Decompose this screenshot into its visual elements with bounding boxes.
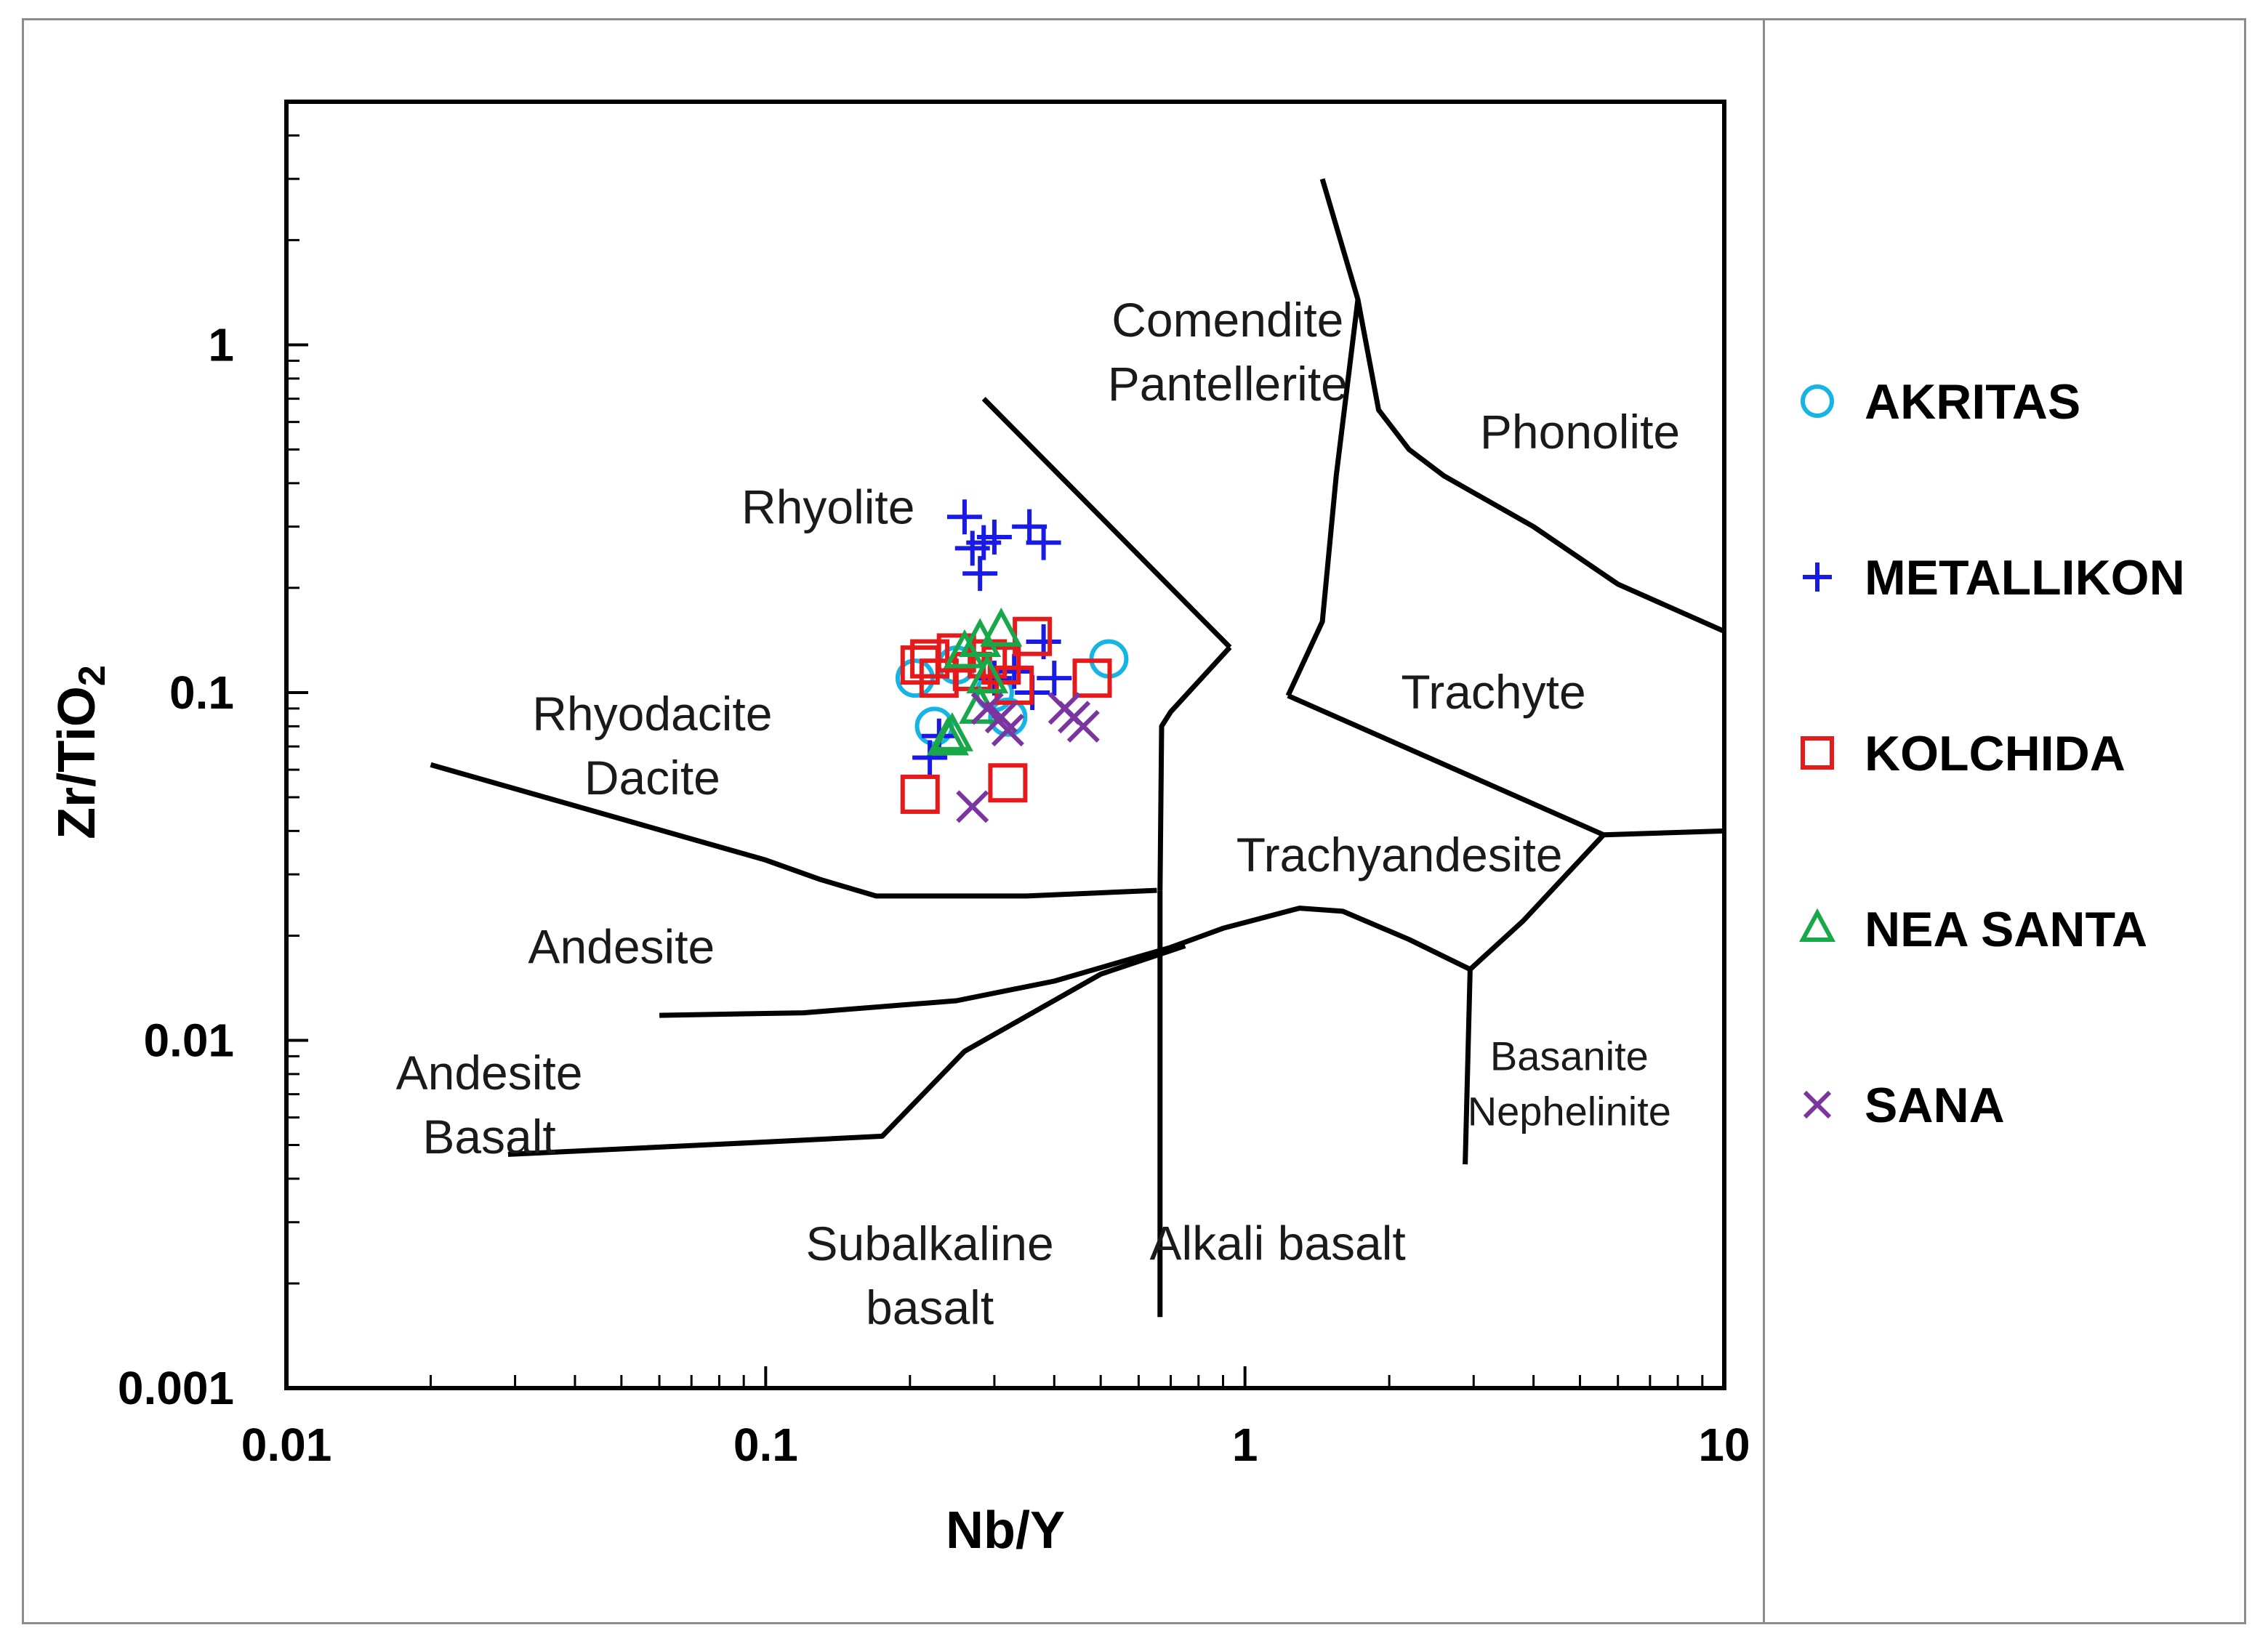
x-tick-label: 0.1 xyxy=(733,1419,798,1471)
field-label-basanite: Nephelinite xyxy=(1468,1089,1671,1134)
x-tick-label: 0.01 xyxy=(241,1419,332,1471)
y-tick-label: 0.01 xyxy=(143,1014,234,1066)
field-label-phonolite: Phonolite xyxy=(1480,405,1680,459)
plot-area-border xyxy=(284,100,1726,1390)
legend-label-kolchida: KOLCHIDA xyxy=(1865,726,2126,781)
legend-divider xyxy=(1763,18,1765,1624)
field-label-rhyodacite: Dacite xyxy=(584,751,720,805)
field-label-andesite-basalt: Andesite xyxy=(396,1046,583,1100)
y-axis-title: Zr/TiO2 xyxy=(48,665,113,839)
field-label-comendite: Pantellerite xyxy=(1108,357,1348,411)
point-akritas xyxy=(988,697,1028,737)
boundary-b-dacite-trachy xyxy=(1157,645,1232,891)
point-kolchida xyxy=(1072,658,1112,698)
legend: AKRITAS METALLIKON KOLCHIDA NEA SANTA SANA xyxy=(1798,374,2185,1133)
y-axis-title-main: Zr/TiO xyxy=(48,686,106,839)
field-label-rhyodacite: Rhyodacite xyxy=(532,687,772,741)
boundary-b-comendite-upper xyxy=(981,397,1232,650)
legend-marker-sana xyxy=(1803,1090,1832,1119)
legend-marker-metallikon xyxy=(1803,563,1832,592)
boundary-b-andesite-basalt xyxy=(507,943,1186,1157)
point-sana xyxy=(956,790,989,823)
point-metallikon xyxy=(962,556,998,592)
point-sana xyxy=(991,714,1024,747)
y-axis-title-subscript: 2 xyxy=(71,665,113,686)
x-tick-label: 1 xyxy=(1232,1419,1258,1471)
point-metallikon xyxy=(976,520,1012,555)
x-axis-title: Nb/Y xyxy=(946,1501,1065,1560)
point-kolchida xyxy=(900,774,940,814)
x-tick-label: 10 xyxy=(1698,1419,1750,1471)
field-label-subalkaline: basalt xyxy=(866,1281,994,1334)
point-nea-santa xyxy=(926,716,970,756)
field-label-andesite: Andesite xyxy=(528,920,715,974)
field-labels: Comendite Pantellerite Phonolite Rhyolite Tr… xyxy=(396,293,1680,1334)
legend-label-sana: SANA xyxy=(1865,1078,2005,1133)
legend-label-nea-santa: NEA SANTA xyxy=(1865,902,2147,957)
field-label-subalkaline: Subalkaline xyxy=(805,1217,1053,1270)
field-boundaries xyxy=(430,178,1726,1318)
point-metallikon xyxy=(912,740,948,775)
legend-marker-akritas xyxy=(1801,384,1834,418)
boundary-b-rhyolite-phonolite xyxy=(1319,178,1726,634)
data-points xyxy=(895,499,1129,823)
point-nea-santa xyxy=(980,608,1023,647)
boundary-b-comendite-trachyte xyxy=(1285,299,1361,697)
point-metallikon xyxy=(1012,509,1047,544)
field-label-trachyte: Trachyte xyxy=(1401,665,1585,719)
legend-label-metallikon: METALLIKON xyxy=(1865,550,2185,605)
point-metallikon xyxy=(1037,661,1072,696)
field-label-alkali-basalt: Alkali basalt xyxy=(1150,1216,1406,1270)
field-label-basanite: Basanite xyxy=(1490,1033,1649,1079)
boundary-b-basanite-vertical xyxy=(1463,969,1473,1165)
point-nea-santa xyxy=(966,654,1009,694)
field-label-trachyandesite: Trachyandesite xyxy=(1236,828,1563,882)
point-nea-santa xyxy=(943,629,986,669)
point-metallikon xyxy=(946,499,982,535)
point-kolchida xyxy=(988,763,1028,803)
point-sana xyxy=(1066,709,1100,743)
legend-label-akritas: AKRITAS xyxy=(1865,374,2080,430)
y-tick-label: 1 xyxy=(208,318,234,371)
y-tick-label: 0.1 xyxy=(169,666,234,719)
legend-marker-kolchida xyxy=(1801,736,1834,770)
point-metallikon xyxy=(1026,525,1061,560)
field-label-rhyolite: Rhyolite xyxy=(741,480,914,534)
boundary-b-rhyodacite-andesite xyxy=(430,762,1157,899)
field-label-andesite-basalt: Basalt xyxy=(422,1110,555,1164)
boundary-b-trachyandesite-lower xyxy=(659,833,1606,1018)
y-tick-label: 0.001 xyxy=(118,1362,234,1414)
field-label-comendite: Comendite xyxy=(1111,293,1343,347)
figure-frame xyxy=(22,18,2246,1624)
legend-marker-nea-santa xyxy=(1798,908,1836,942)
